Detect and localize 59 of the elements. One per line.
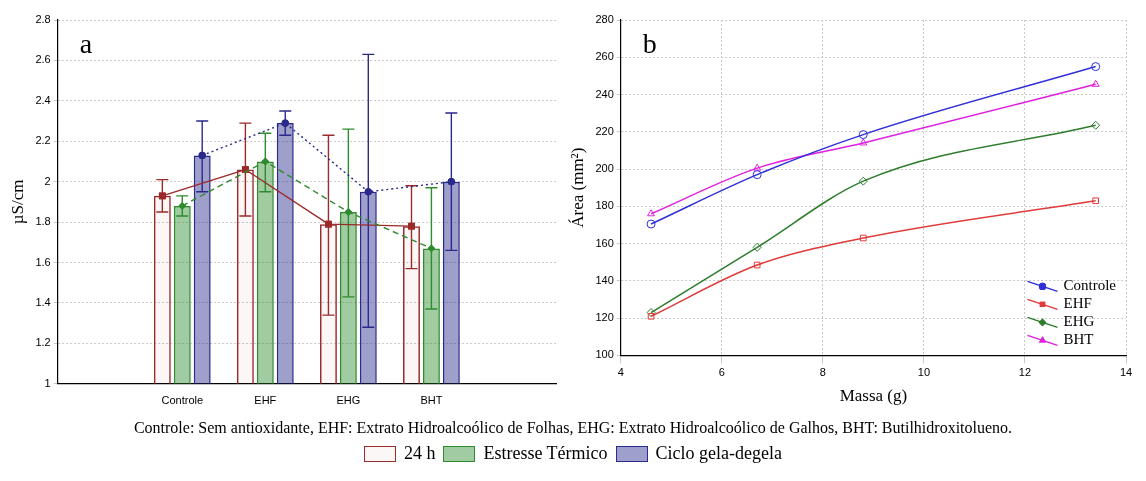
y-tick-label: 1 — [44, 376, 51, 389]
x-tick-label: EHF — [254, 394, 277, 407]
y-tick-label: 180 — [595, 199, 614, 212]
y-axis-title: Área (mm²) — [567, 147, 587, 228]
y-tick-label: 120 — [595, 311, 614, 324]
x-axis-title: Massa (g) — [839, 386, 908, 406]
y-tick-label: 240 — [595, 87, 614, 100]
point — [647, 209, 656, 217]
y-tick-label: 160 — [595, 236, 614, 249]
y-tick-label: 2.2 — [35, 134, 51, 147]
point — [752, 170, 762, 180]
point — [1091, 79, 1100, 87]
point — [859, 138, 868, 146]
point — [753, 163, 762, 171]
x-tick-label: 10 — [917, 366, 931, 379]
y-tick-label: 280 — [595, 13, 614, 26]
y-tick-label: 1.8 — [35, 215, 51, 228]
chart-title: a — [79, 28, 93, 60]
y-tick-label: 2.4 — [35, 93, 51, 106]
legend-label: Ciclo gela-degela — [655, 443, 783, 464]
y-tick-label: 2 — [44, 174, 51, 187]
x-tick-label: Controle — [161, 394, 204, 407]
y-tick-label: 2.8 — [35, 13, 51, 26]
x-tick-label: 6 — [718, 366, 725, 379]
y-tick-label: 260 — [595, 50, 614, 63]
y-tick-label: 1.6 — [35, 255, 51, 268]
legend-label: BHT — [1063, 331, 1094, 348]
x-tick-label: 8 — [819, 366, 826, 379]
y-tick-label: 220 — [595, 124, 614, 137]
point — [647, 312, 655, 320]
x-tick-label: EHG — [336, 394, 361, 407]
legend-label: EHF — [1063, 295, 1092, 312]
y-tick-label: 2.6 — [35, 53, 51, 66]
point — [858, 130, 868, 140]
x-tick-label: 12 — [1018, 366, 1032, 379]
point — [646, 219, 656, 229]
point — [1091, 120, 1101, 130]
legend-label: EHG — [1063, 313, 1095, 330]
y-tick-label: 200 — [595, 162, 614, 175]
y-tick-label: 1.2 — [35, 336, 51, 349]
point — [1092, 197, 1100, 205]
point — [1091, 62, 1101, 72]
y-axis-title: µS/cm — [7, 179, 27, 225]
x-tick-label: 4 — [617, 366, 624, 379]
point — [753, 261, 761, 269]
x-tick-label: 14 — [1119, 366, 1133, 379]
x-tick-label: BHT — [420, 394, 443, 407]
legend-label: 24 h — [403, 443, 436, 464]
chart-title: b — [642, 28, 657, 60]
y-tick-label: 100 — [595, 348, 614, 361]
point — [858, 176, 868, 186]
y-tick-label: 140 — [595, 273, 614, 286]
legend-label: Controle — [1063, 277, 1117, 294]
point — [752, 242, 762, 252]
point — [646, 308, 656, 318]
y-tick-label: 1.4 — [35, 295, 51, 308]
text: Controle: Sem antioxidante, EHF: Extrato Hidroalcoólico de Folhas, EHG: Extrato Hidroalcoólico de Galhos, BHT: Butilhidroxitolueno. — [132, 419, 1014, 437]
legend-label: Estresse Térmico — [483, 443, 608, 464]
point — [859, 234, 867, 242]
